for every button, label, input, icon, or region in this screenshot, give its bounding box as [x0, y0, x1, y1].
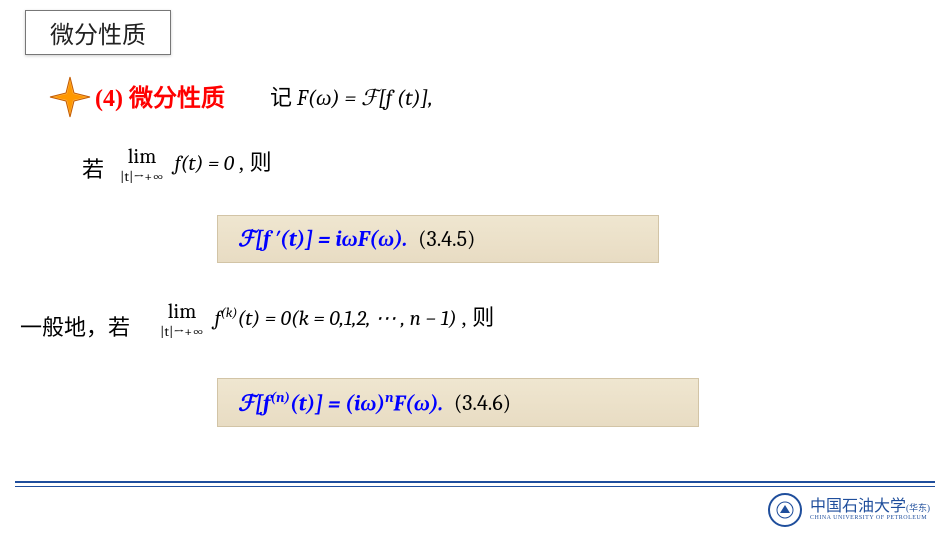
star-icon: [48, 75, 92, 119]
bottom-divider-thick: [15, 481, 935, 483]
formula1-script: ℱ: [238, 226, 255, 251]
general-prefix: 一般地，若: [20, 310, 130, 342]
formula2-lhs-a: [f: [255, 390, 270, 416]
intro-formula: F(ω) = ℱ[f (t)],: [297, 85, 433, 111]
formula2-script: ℱ: [238, 390, 255, 415]
formula1-label: (3.4.5): [418, 226, 475, 252]
formula2-rhs-b: F(ω).: [393, 390, 443, 416]
lim-symbol-2: lim: [168, 300, 197, 324]
if-label-1: 若: [82, 152, 104, 184]
formula1-rhs: iωF(ω).: [335, 226, 407, 252]
university-logo: 中国石油大学(华东) CHINA UNIVERSITY OF PETROLEUM: [768, 493, 930, 527]
formula2-label: (3.4.6): [454, 390, 511, 416]
slide-header-text: 微分性质: [50, 23, 146, 49]
general-condition: lim |t|→+∞ f(k)(t) = 0(k = 0,1,2, ⋯ , n …: [160, 300, 494, 339]
lim-symbol-1: lim: [128, 145, 157, 169]
if-condition-1: lim |t|→+∞ f(t) = 0 , 则: [120, 145, 272, 184]
bottom-divider-thin: [15, 486, 935, 487]
lim-sub-2: |t|→+∞: [160, 324, 204, 339]
gen-rhs-b: (t) = 0(k = 0,1,2, ⋯ , n − 1): [237, 307, 456, 331]
lim-block-2: lim |t|→+∞: [160, 301, 204, 339]
formula2-eq: =: [323, 390, 345, 416]
then-label-2: , 则: [461, 305, 494, 330]
formula-box-1: ℱ[f ′(t)] = iωF(ω). (3.4.5): [217, 215, 659, 263]
logo-cn: 中国石油大学(华东): [810, 499, 930, 515]
logo-icon: [768, 493, 802, 527]
gen-sup: (k): [221, 306, 238, 321]
lim-sub-1: |t|→+∞: [120, 169, 164, 184]
intro-line: 记 F(ω) = ℱ[f (t)],: [270, 80, 433, 112]
if-rhs-1: f(t) = 0: [175, 152, 234, 176]
formula1-eq: =: [313, 226, 335, 252]
formula2-lhs-b: (t)]: [290, 390, 323, 416]
then-label-1: , 则: [239, 150, 272, 175]
intro-prefix: 记: [270, 85, 292, 110]
section-title: (4) 微分性质: [95, 78, 225, 113]
formula2-lhs-sup: (n): [270, 389, 290, 406]
section-number: (4): [95, 86, 123, 112]
logo-en: CHINA UNIVERSITY OF PETROLEUM: [810, 515, 930, 521]
logo-text: 中国石油大学(华东) CHINA UNIVERSITY OF PETROLEUM: [810, 499, 930, 521]
slide-header-box: 微分性质: [25, 10, 171, 55]
lim-block-1: lim |t|→+∞: [120, 146, 164, 184]
formula2-rhs-a: (iω): [345, 390, 385, 416]
section-title-text: 微分性质: [129, 86, 225, 112]
formula-box-2: ℱ[f(n)(t)] = (iω)nF(ω). (3.4.6): [217, 378, 699, 427]
formula1-lhs: [f ′(t)]: [255, 226, 313, 252]
